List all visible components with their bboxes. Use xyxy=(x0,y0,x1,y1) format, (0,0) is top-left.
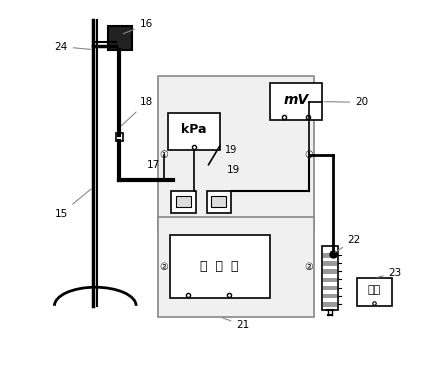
FancyBboxPatch shape xyxy=(323,278,337,282)
Text: ②: ② xyxy=(304,262,313,272)
Text: 23: 23 xyxy=(377,268,402,278)
Text: ①: ① xyxy=(159,150,168,160)
Text: 15: 15 xyxy=(54,189,91,219)
FancyBboxPatch shape xyxy=(170,235,270,298)
Text: 19: 19 xyxy=(225,145,237,155)
FancyBboxPatch shape xyxy=(211,196,226,208)
Text: mV: mV xyxy=(283,93,308,107)
FancyBboxPatch shape xyxy=(323,261,337,266)
FancyBboxPatch shape xyxy=(322,246,338,310)
Text: 19: 19 xyxy=(227,165,240,175)
Text: 16: 16 xyxy=(123,19,153,34)
FancyBboxPatch shape xyxy=(159,76,314,232)
Text: 18: 18 xyxy=(121,97,153,126)
FancyBboxPatch shape xyxy=(357,278,392,306)
Text: ①: ① xyxy=(304,150,313,160)
FancyBboxPatch shape xyxy=(116,133,123,141)
FancyBboxPatch shape xyxy=(323,286,337,290)
FancyBboxPatch shape xyxy=(108,25,132,50)
FancyBboxPatch shape xyxy=(206,191,231,213)
Text: 激  电  仪: 激 电 仪 xyxy=(200,260,239,273)
FancyBboxPatch shape xyxy=(323,294,337,298)
FancyBboxPatch shape xyxy=(323,253,337,258)
Text: 20: 20 xyxy=(325,97,368,107)
FancyBboxPatch shape xyxy=(323,269,337,274)
Text: ②: ② xyxy=(159,262,168,272)
FancyBboxPatch shape xyxy=(159,217,314,317)
Text: 秒表: 秒表 xyxy=(368,285,381,295)
Text: 24: 24 xyxy=(54,42,91,52)
Text: kPa: kPa xyxy=(181,123,206,136)
FancyBboxPatch shape xyxy=(323,302,337,307)
Text: 22: 22 xyxy=(335,234,361,252)
FancyBboxPatch shape xyxy=(176,196,191,208)
Text: 17: 17 xyxy=(147,160,160,171)
FancyBboxPatch shape xyxy=(270,83,322,120)
FancyBboxPatch shape xyxy=(167,113,220,150)
FancyBboxPatch shape xyxy=(171,191,195,213)
Text: 21: 21 xyxy=(222,318,249,330)
